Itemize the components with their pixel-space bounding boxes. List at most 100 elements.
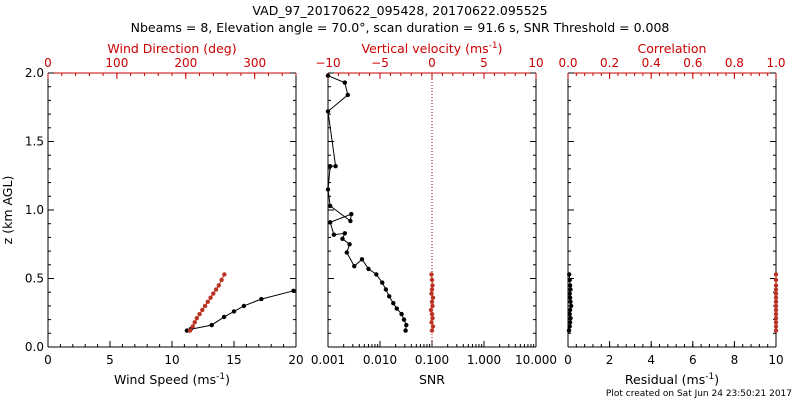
top-axis-label-sup: -1	[489, 41, 498, 51]
top-x-tick-label: 0.0	[558, 56, 577, 70]
data-point	[208, 295, 213, 300]
data-point	[211, 291, 216, 296]
data-point	[773, 295, 779, 300]
data-point	[383, 287, 389, 292]
data-point	[773, 320, 779, 325]
data-point	[567, 291, 572, 296]
x-tick-label: 2	[606, 353, 614, 367]
data-point	[219, 277, 224, 283]
x-axis-label-text: SNR	[419, 372, 445, 387]
x-tick-label: 0.100	[415, 353, 449, 367]
x-tick-label: 10	[768, 353, 783, 367]
x-tick-label: 20	[288, 353, 303, 367]
data-point	[429, 328, 435, 333]
data-point	[773, 311, 779, 317]
x-tick-label: 5	[106, 353, 114, 367]
data-point	[231, 309, 237, 314]
data-point	[221, 314, 227, 320]
series-line-wind-speed	[186, 290, 294, 332]
top-axis-label: Correlation	[638, 41, 707, 56]
data-point	[194, 316, 199, 321]
data-point	[241, 303, 247, 309]
x-tick-label: 0.001	[311, 353, 345, 367]
data-point	[429, 272, 434, 277]
data-point	[567, 307, 573, 313]
data-point	[342, 80, 347, 85]
data-point	[205, 299, 210, 304]
data-point	[773, 277, 779, 283]
data-point	[429, 311, 435, 317]
y-tick-label: 0.5	[25, 272, 44, 286]
data-point	[568, 303, 574, 309]
data-point	[331, 232, 337, 237]
top-x-tick-label: 0	[428, 56, 436, 70]
data-point	[428, 307, 434, 313]
data-point	[366, 266, 371, 272]
top-axis-label-text: Vertical velocity (ms	[361, 41, 488, 56]
top-x-tick-label: 0	[44, 56, 52, 70]
top-x-tick-label: 0.2	[600, 56, 619, 70]
data-point	[187, 328, 193, 333]
data-point	[342, 231, 347, 236]
top-x-tick-label: 10	[528, 56, 543, 70]
plot-credit: Plot created on Sat Jun 24 23:50:21 2017	[606, 389, 792, 399]
data-point	[566, 328, 572, 333]
series-line-snr	[327, 75, 407, 331]
data-point	[328, 203, 333, 209]
data-point	[259, 296, 264, 302]
x-axis-label-text: Wind Speed (ms	[114, 372, 216, 387]
x-axis-label: Wind Speed (ms-1)	[114, 372, 230, 387]
top-x-tick-label: 0.4	[642, 56, 661, 70]
x-axis-label: Residual (ms-1)	[625, 372, 719, 387]
data-point	[387, 294, 392, 299]
top-x-tick-label: −10	[315, 56, 340, 70]
data-point	[568, 287, 573, 292]
data-point	[567, 277, 572, 283]
data-point	[430, 303, 435, 309]
data-point	[200, 307, 205, 313]
data-point	[391, 301, 396, 306]
data-point	[429, 299, 435, 304]
data-point	[190, 324, 195, 329]
y-axis-label: z (km AGL)	[0, 176, 15, 245]
x-tick-label: 15	[226, 353, 241, 367]
data-point	[567, 320, 573, 325]
x-axis-label-sup: -1	[216, 372, 225, 382]
data-point	[344, 250, 349, 255]
data-point	[773, 307, 779, 313]
x-tick-label: 8	[731, 353, 739, 367]
data-point	[328, 164, 333, 169]
data-point	[202, 303, 208, 309]
y-tick-label: 1.0	[25, 203, 44, 217]
x-axis-label-text: Residual (ms	[625, 372, 705, 387]
x-axis-label: SNR	[419, 372, 445, 387]
x-axis-label-sup: -1	[705, 372, 714, 382]
data-point	[403, 328, 408, 333]
data-point	[352, 264, 357, 269]
data-point	[209, 322, 214, 328]
data-point	[773, 291, 779, 296]
x-tick-label: 0	[564, 353, 572, 367]
data-point	[773, 272, 779, 277]
data-point	[430, 316, 435, 321]
snr-panel: 0.001 0.010 0.100 1.000 10.000 −10 −5 0 5 10 SNR Ve…	[311, 41, 557, 387]
data-point	[773, 328, 779, 333]
data-point	[345, 92, 350, 98]
data-point	[429, 291, 434, 296]
data-point	[430, 295, 436, 300]
data-point	[325, 109, 331, 114]
top-x-tick-label: 100	[105, 56, 128, 70]
data-point	[222, 272, 227, 277]
top-x-tick-label: 300	[243, 56, 266, 70]
data-point	[773, 287, 779, 292]
data-point	[291, 288, 296, 293]
x-tick-label: 10.000	[515, 353, 557, 367]
data-point	[773, 303, 779, 309]
data-point	[213, 287, 219, 292]
data-point	[192, 320, 197, 325]
y-tick-label: 2.0	[25, 66, 44, 80]
data-point	[568, 299, 573, 304]
x-tick-label: 6	[689, 353, 697, 367]
